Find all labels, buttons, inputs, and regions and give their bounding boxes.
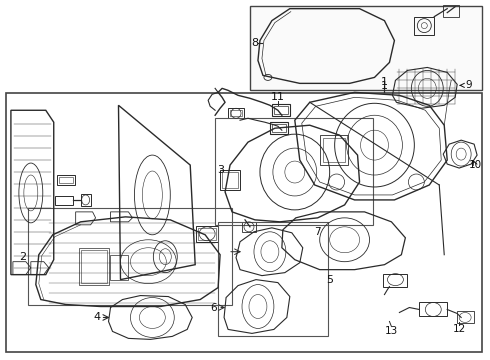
Bar — [419, 302, 447, 316]
Bar — [384, 274, 407, 287]
Bar — [230, 110, 242, 116]
Text: 1: 1 — [381, 81, 388, 91]
Bar — [270, 122, 288, 134]
Text: 8: 8 — [251, 37, 259, 48]
Bar — [457, 311, 474, 323]
Bar — [110, 255, 128, 280]
Text: 13: 13 — [385, 327, 398, 336]
Bar — [272, 124, 286, 132]
Text: 5: 5 — [326, 275, 333, 285]
Text: 2: 2 — [19, 252, 26, 262]
Bar — [28, 208, 232, 305]
Bar — [274, 106, 288, 114]
Bar — [215, 118, 372, 225]
Text: 3: 3 — [218, 165, 224, 175]
Bar — [57, 175, 74, 185]
Text: 1: 1 — [381, 77, 388, 87]
Bar — [222, 172, 238, 188]
Bar — [415, 17, 434, 35]
Bar — [228, 108, 244, 118]
Bar — [218, 222, 328, 336]
Bar — [6, 93, 482, 352]
Text: 10: 10 — [468, 160, 482, 170]
Bar — [196, 226, 218, 242]
Bar — [81, 250, 106, 283]
Bar — [242, 222, 256, 232]
Bar — [78, 248, 108, 285]
Text: 9: 9 — [460, 80, 472, 90]
Bar — [272, 104, 290, 116]
Bar — [198, 228, 216, 240]
Text: 6: 6 — [210, 302, 217, 312]
Bar — [55, 196, 73, 205]
Text: 7: 7 — [315, 227, 321, 237]
Bar — [323, 138, 344, 162]
Bar — [81, 194, 91, 206]
Text: 12: 12 — [453, 324, 466, 334]
Text: 11: 11 — [271, 92, 285, 102]
Bar — [220, 170, 240, 190]
Bar — [59, 177, 73, 183]
Text: 4: 4 — [93, 312, 100, 323]
Bar — [443, 5, 459, 17]
Bar — [250, 6, 482, 90]
Bar — [319, 135, 347, 165]
